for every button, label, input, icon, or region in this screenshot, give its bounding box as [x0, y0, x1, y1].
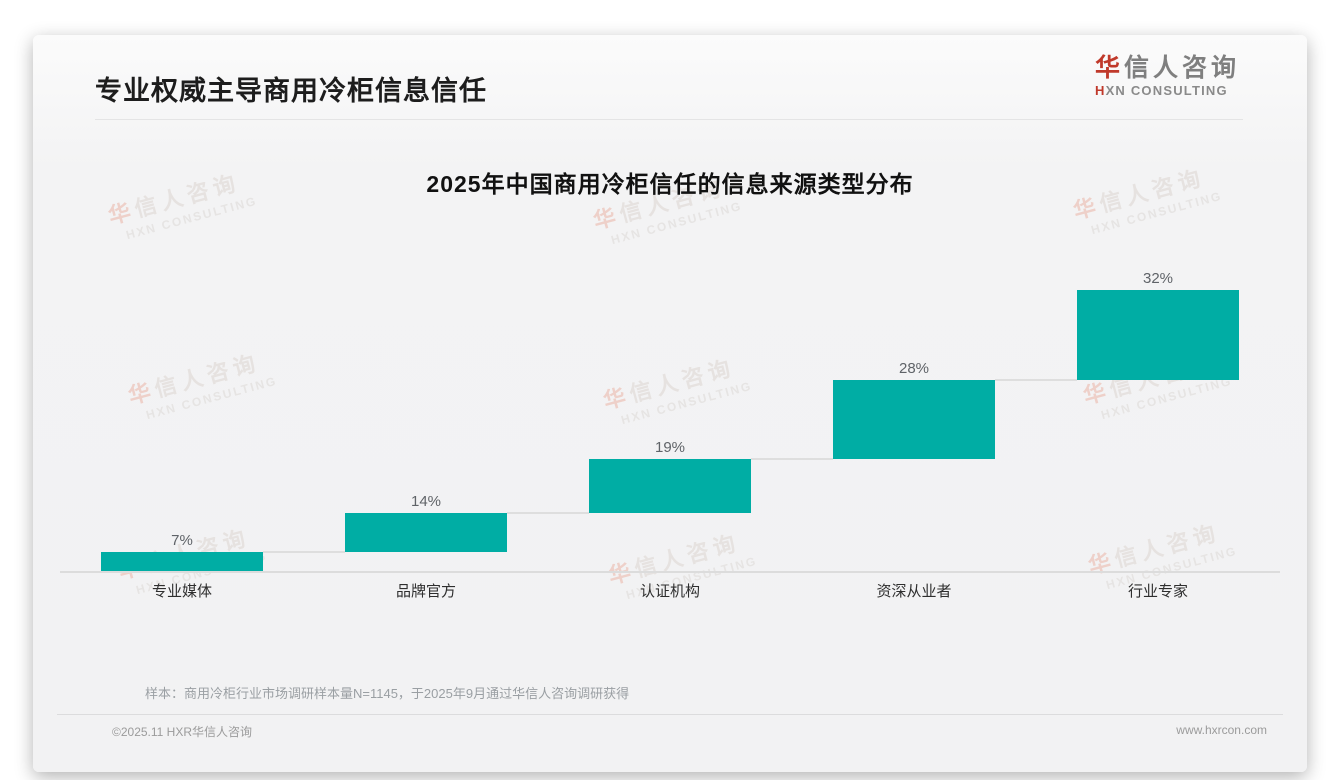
x-axis-line [60, 571, 1280, 573]
company-logo: 华信人咨询 HXN CONSULTING [1095, 54, 1240, 99]
page-title: 专业权威主导商用冷柜信息信任 [95, 76, 487, 106]
logo-cn-text: 信人咨询 [1123, 54, 1240, 82]
website-url: www.hxrcon.com [1176, 723, 1267, 737]
x-tick-label-行业专家: 行业专家 [1127, 583, 1188, 600]
step-connector [995, 379, 1077, 382]
value-label-专业媒体: 7% [171, 532, 193, 550]
x-tick-label-认证机构: 认证机构 [639, 583, 700, 600]
value-label-行业专家: 32% [1142, 270, 1174, 287]
x-tick-label-品牌官方: 品牌官方 [395, 583, 456, 600]
chart-title: 2025年中国商用冷柜信任的信息来源类型分布 [426, 171, 914, 197]
footer-divider [57, 714, 1283, 715]
bar-专业媒体[interactable] [101, 552, 263, 572]
value-label-品牌官方: 14% [410, 492, 442, 510]
logo-chinese-name: 华信人咨询 [1095, 54, 1240, 83]
step-connector [751, 458, 833, 461]
bar-品牌官方[interactable] [345, 512, 507, 553]
sample-note: 样本：商用冷柜行业市场调研样本量N=1145，于2025年9月通过华信人咨询调研… [145, 686, 630, 701]
logo-cn-accent-char: 华 [1094, 54, 1124, 82]
step-connector [263, 551, 345, 554]
slide-card: 华信人咨询 HXN CONSULTING 华信人咨询 HXN CONSULTING 华信… [33, 35, 1307, 772]
value-label-认证机构: 19% [654, 439, 686, 457]
value-label-资深从业者: 28% [898, 360, 930, 378]
copyright-text: ©2025.11 HXR华信人咨询 [112, 725, 252, 739]
logo-en-text: XN CONSULTING [1105, 82, 1228, 98]
slide-footer: ©2025.11 HXR华信人咨询 www.hxrcon.com [112, 723, 1267, 740]
bar-认证机构[interactable] [589, 459, 751, 513]
x-axis-labels: 专业媒体 品牌官方 认证机构 资深从业者 行业专家 [60, 580, 1280, 602]
bar-行业专家[interactable] [1077, 290, 1239, 381]
bar-资深从业者[interactable] [833, 380, 995, 460]
logo-english-name: HXN CONSULTING [1094, 82, 1240, 99]
header-divider [95, 119, 1243, 120]
logo-en-accent-char: H [1094, 82, 1106, 98]
chart-plot: 7% 14% 19% 28% 32% [60, 235, 1280, 573]
x-tick-label-专业媒体: 专业媒体 [151, 583, 212, 600]
step-connector [507, 511, 589, 514]
x-tick-label-资深从业者: 资深从业者 [876, 583, 952, 600]
